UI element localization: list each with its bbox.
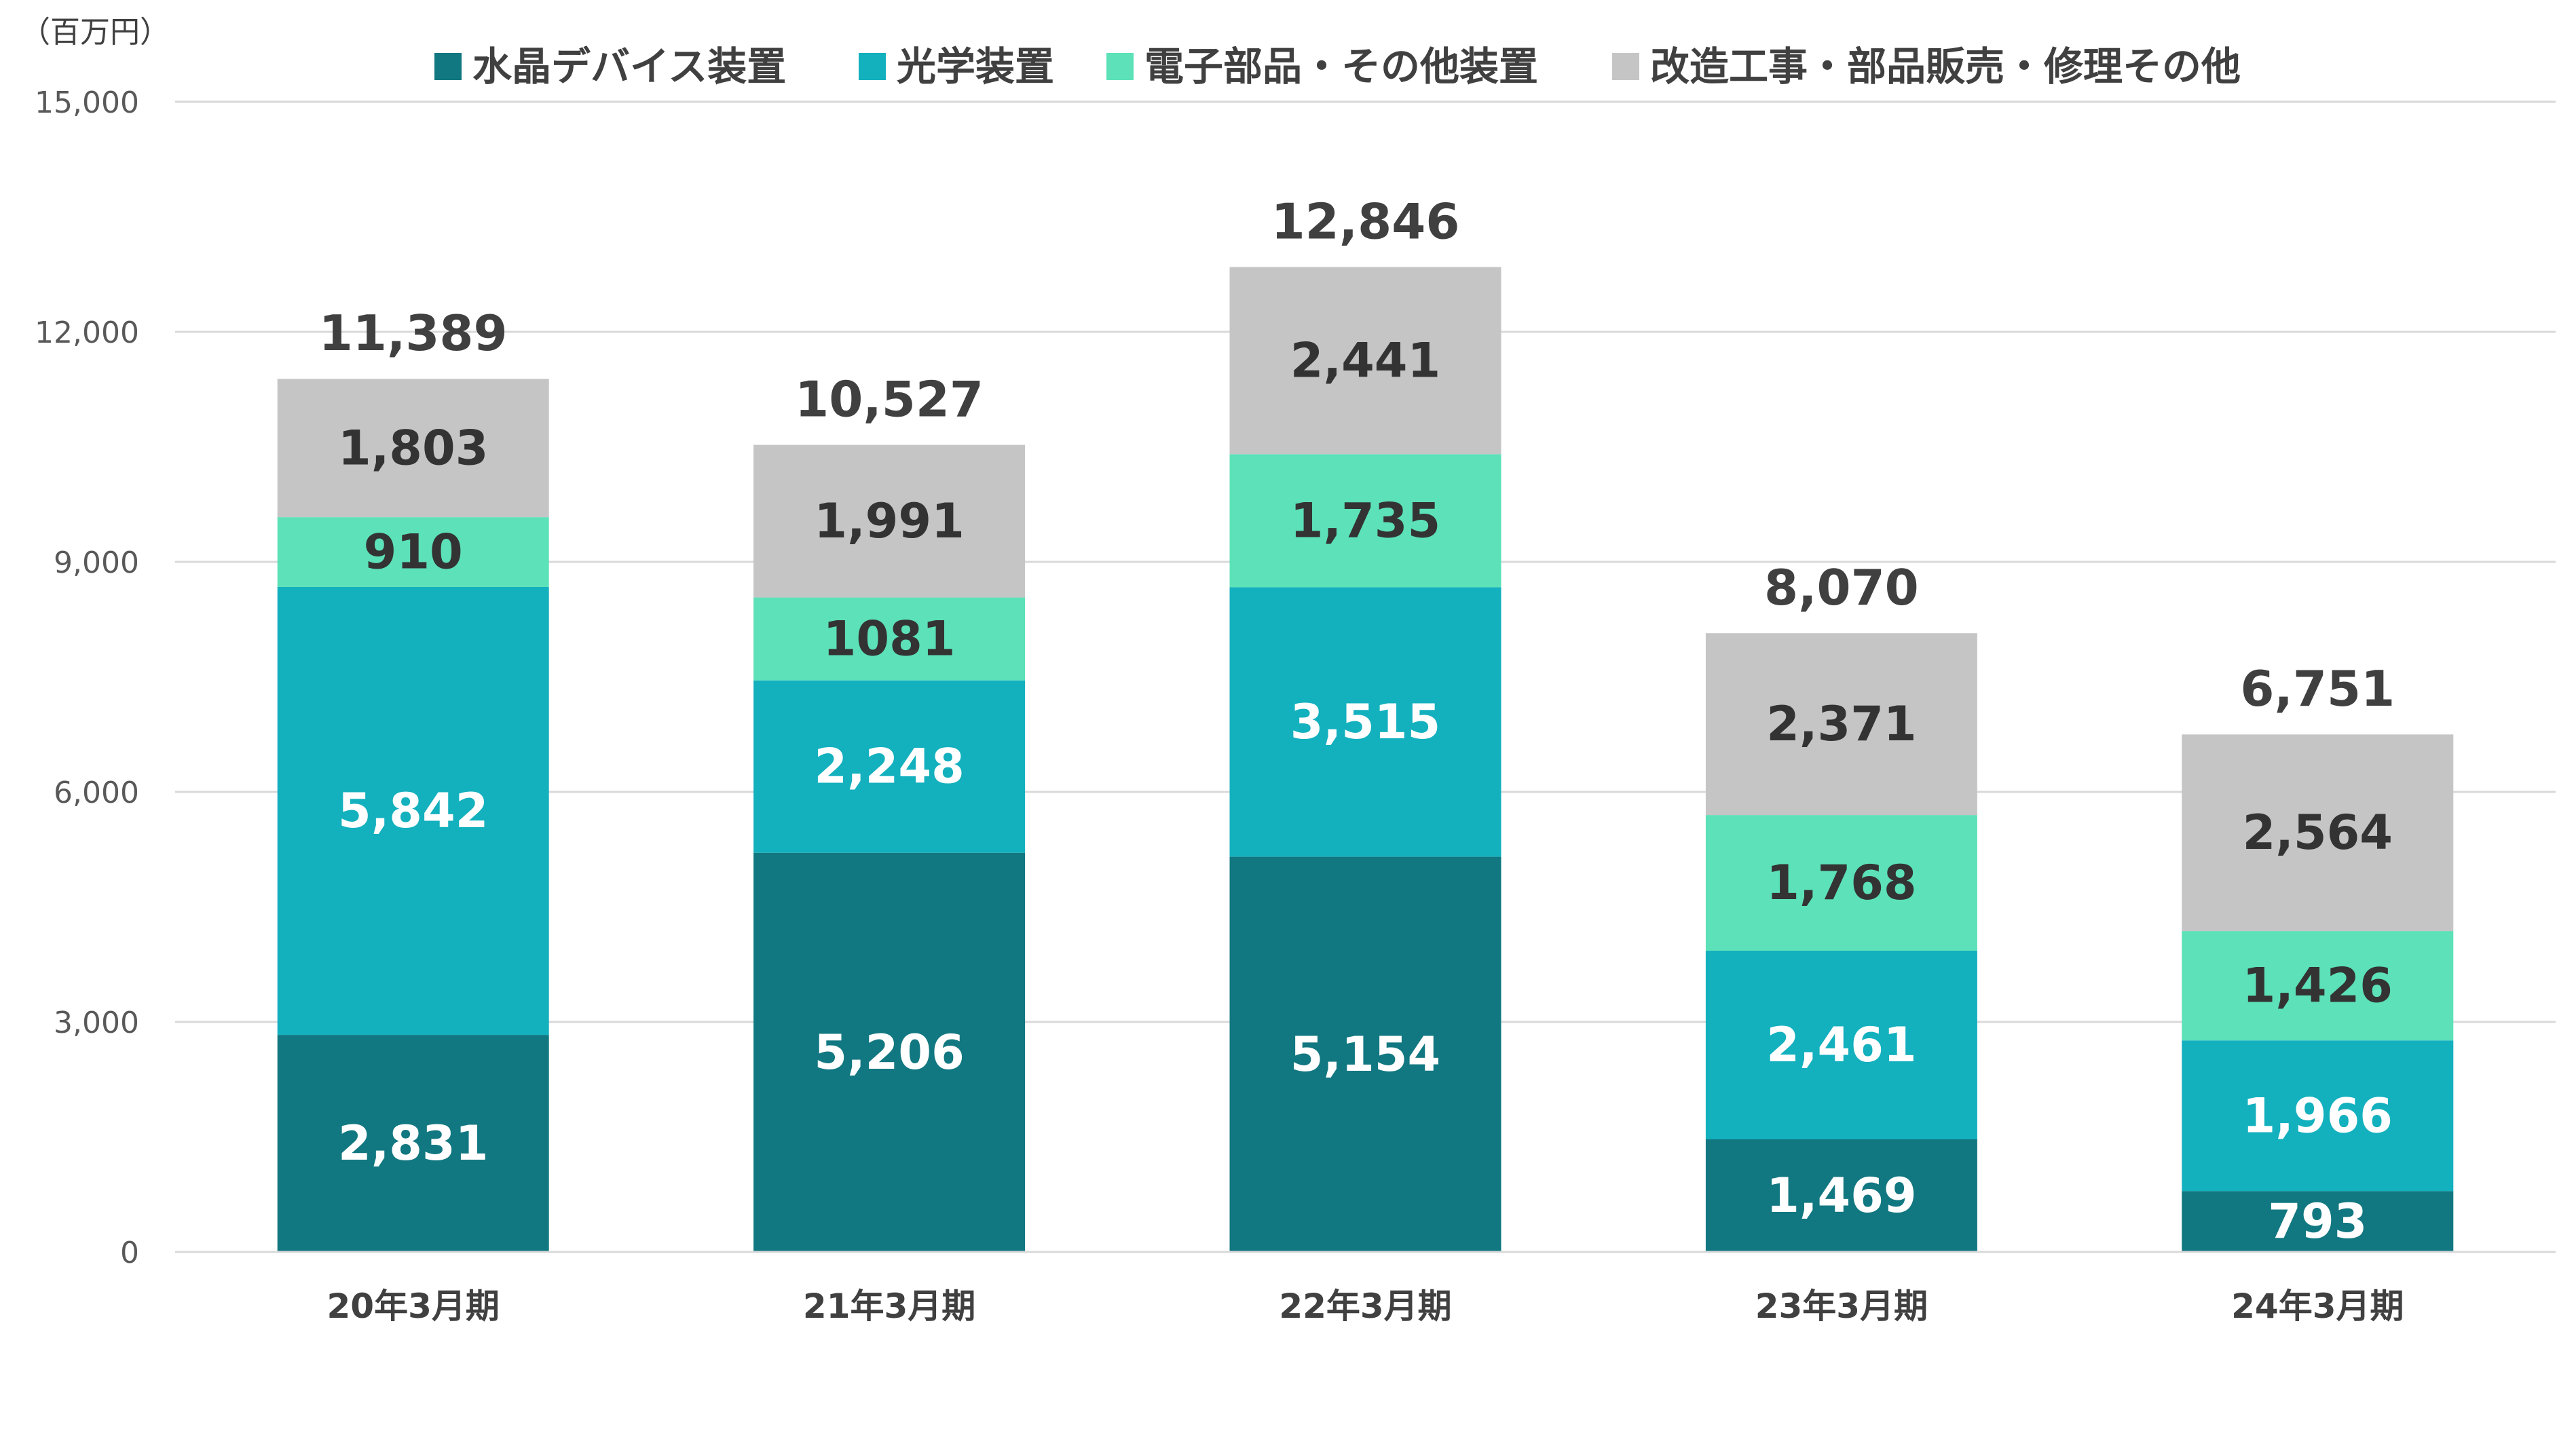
y-tick-label: 15,000 (35, 86, 139, 120)
total-value-label: 6,751 (2240, 660, 2395, 717)
y-tick-label: 12,000 (35, 316, 139, 350)
segment-value-label: 1,768 (1766, 855, 1916, 911)
legend-label: 改造工事・部品販売・修理その他 (1650, 43, 2241, 90)
segment-value-label: 1,803 (338, 420, 488, 476)
legend-item: 改造工事・部品販売・修理その他 (1612, 43, 2241, 90)
segment-value-label: 910 (364, 525, 463, 580)
x-tick-label: 22年3月期 (1279, 1287, 1451, 1326)
bar-segment (2182, 931, 2454, 1041)
bar-segment (1229, 454, 1501, 588)
bar-segment (1705, 950, 1977, 1140)
bar-segment (1705, 1139, 1977, 1252)
segment-value-label: 2,831 (338, 1116, 488, 1171)
total-value-label: 8,070 (1764, 559, 1919, 616)
segment-value-label: 1,469 (1766, 1168, 1916, 1223)
unit-label: （百万円） (20, 15, 170, 50)
bar-segment (1705, 815, 1977, 951)
bar-segment (1705, 633, 1977, 816)
bar-segment (277, 517, 549, 587)
segment-value-label: 2,371 (1766, 696, 1916, 752)
bar-segment (277, 586, 549, 1036)
y-tick-label: 9,000 (54, 546, 139, 580)
bar-segment (2182, 1040, 2454, 1192)
bars: 2,831 5,842 910 1,803 11,389 5,206 2,248 1081 1,… (277, 193, 2454, 1252)
legend-swatch (434, 53, 462, 80)
bar-segment (2182, 1191, 2454, 1252)
bar-segment (753, 852, 1026, 1252)
bar-segment (1229, 587, 1501, 857)
bar-stack: 793 1,966 1,426 2,564 6,751 (2182, 660, 2454, 1252)
x-axis: 20年3月期 21年3月期 22年3月期 23年3月期 24年3月期 (175, 1251, 2556, 1326)
bar-segment (2182, 734, 2454, 932)
segment-value-label: 3,515 (1290, 694, 1440, 750)
segment-value-label: 1,991 (814, 493, 964, 549)
segment-value-label: 1,426 (2243, 958, 2393, 1014)
bar-stack: 5,154 3,515 1,735 2,441 12,846 (1229, 193, 1501, 1252)
legend-item: 電子部品・その他装置 (1106, 43, 1538, 90)
bar-segment (753, 597, 1026, 681)
bar-stack: 1,469 2,461 1,768 2,371 8,070 (1705, 559, 1977, 1252)
y-tick-label: 3,000 (54, 1006, 139, 1040)
y-axis: 0 3,000 6,000 9,000 12,000 15,000 (35, 86, 139, 1270)
x-tick-label: 23年3月期 (1755, 1287, 1928, 1326)
bar-stack: 2,831 5,842 910 1,803 11,389 (277, 305, 549, 1252)
segment-value-label: 5,154 (1290, 1027, 1440, 1082)
segment-value-label: 793 (2268, 1194, 2367, 1249)
legend: 水晶デバイス装置 光学装置 電子部品・その他装置 改造工事・部品販売・修理その他 (434, 43, 2241, 90)
y-tick-label: 6,000 (54, 776, 139, 810)
bar-stack: 5,206 2,248 1081 1,991 10,527 (753, 370, 1026, 1252)
segment-value-label: 2,441 (1290, 332, 1440, 388)
segment-value-label: 1081 (823, 611, 956, 667)
total-value-label: 11,389 (319, 305, 508, 362)
legend-label: 水晶デバイス装置 (472, 43, 786, 90)
bar-segment (277, 1035, 549, 1252)
bar-segment (753, 444, 1026, 598)
legend-item: 水晶デバイス装置 (434, 43, 786, 90)
segment-value-label: 2,564 (2243, 805, 2393, 860)
x-tick-label: 20年3月期 (327, 1287, 500, 1326)
segment-value-label: 1,735 (1290, 493, 1440, 548)
legend-item: 光学装置 (859, 43, 1054, 90)
legend-label: 電子部品・その他装置 (1144, 43, 1538, 90)
segment-value-label: 5,842 (338, 783, 488, 839)
bar-segment (277, 379, 549, 518)
segment-value-label: 2,461 (1766, 1017, 1916, 1073)
x-tick-label: 21年3月期 (803, 1287, 975, 1326)
bar-segment (1229, 856, 1501, 1252)
segment-value-label: 5,206 (814, 1025, 964, 1080)
bar-segment (1229, 267, 1501, 455)
total-value-label: 12,846 (1271, 193, 1460, 250)
legend-swatch (1612, 53, 1639, 80)
total-value-label: 10,527 (795, 370, 984, 428)
bar-segment (753, 680, 1026, 853)
segment-value-label: 1,966 (2243, 1088, 2393, 1143)
y-tick-label: 0 (120, 1236, 139, 1270)
legend-swatch (1106, 53, 1134, 80)
legend-swatch (859, 53, 886, 80)
legend-label: 光学装置 (897, 43, 1054, 90)
segment-value-label: 2,248 (814, 739, 964, 795)
x-tick-label: 24年3月期 (2231, 1287, 2404, 1326)
